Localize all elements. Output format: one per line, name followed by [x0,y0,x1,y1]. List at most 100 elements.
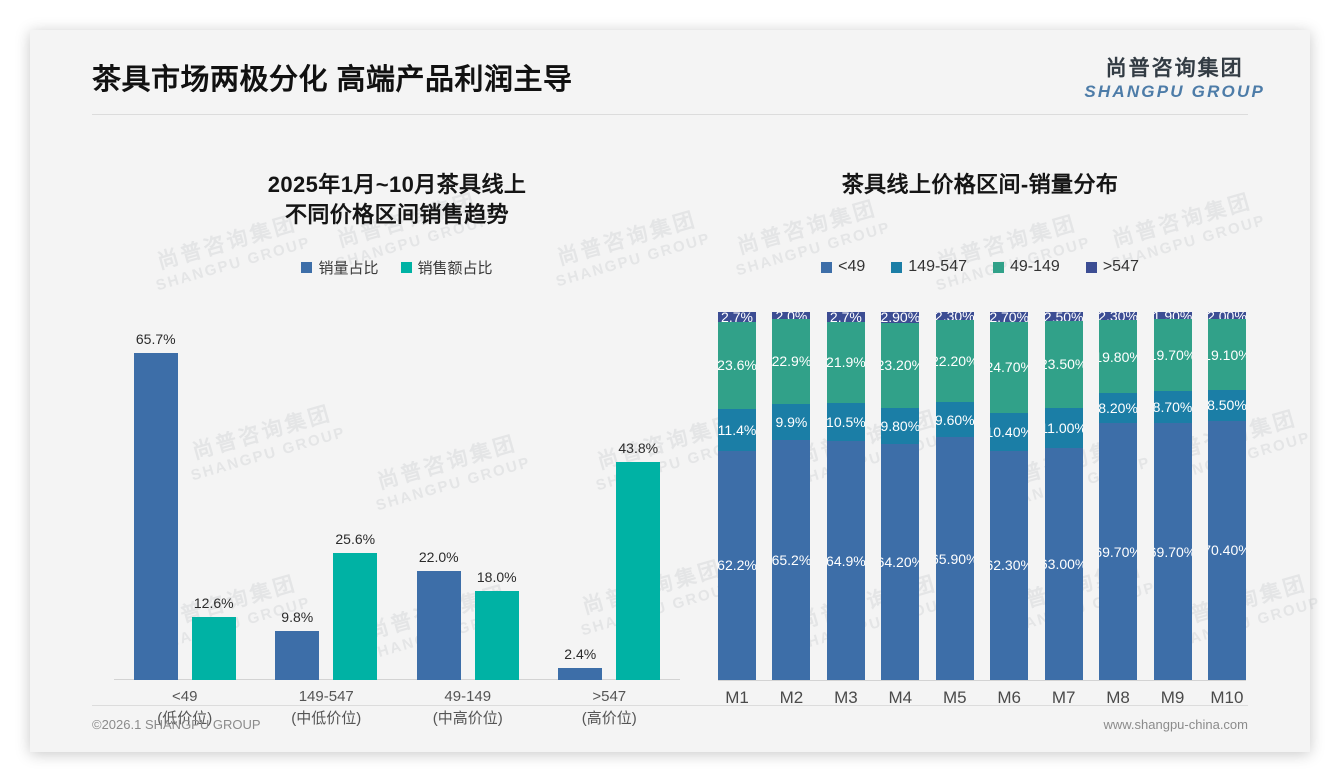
segment-49-149-M4[interactable]: 23.20% [881,322,920,408]
segment-value-label: 65.90% [936,550,974,567]
segment-value-label: 64.20% [881,554,919,570]
stacked-bar-M1[interactable]: 2.7% 23.6% 11.4% 62.2% [718,312,756,680]
segment-49-149-M8[interactable]: 19.80% [1099,320,1138,394]
segment->547-M6[interactable]: 2.70% [990,312,1029,325]
segment->547-M3[interactable]: 2.7% [826,312,865,325]
x-tick-tier: (高价位) [581,709,637,727]
header-divider [92,114,1248,115]
x-tick-M9: M9 [1160,688,1185,707]
segment-<49-M9[interactable]: 69.70% [1153,423,1192,680]
segment-<49-M2[interactable]: 65.2% [772,440,811,680]
segment->547-M7[interactable]: 2.50% [1044,312,1083,325]
stacked-bar-M8[interactable]: 2.30% 19.80% 8.20% 69.70% [1099,312,1138,680]
segment-<49-M10[interactable]: 70.40% [1207,420,1246,680]
segment-value-label: 9.9% [775,413,808,430]
right-chart-x-axis [718,680,1246,681]
segment-<49-M1[interactable]: 62.2% [718,450,756,680]
segment-149-547-M1[interactable]: 11.4% [718,408,756,451]
segment-49-149-M5[interactable]: 22.20% [935,320,974,403]
segment-value-label: 2.90% [881,312,920,326]
bar-销售额占比-<49[interactable] [191,617,236,680]
right-chart-plot-area: 2.7% 23.6% 11.4% 62.2% 2.0% 22.9% 9.9% 65.2% 2.7… [718,312,1246,680]
segment-49-149-M3[interactable]: 21.9% [826,321,865,403]
x-tick-range: <49 [172,688,198,705]
x-tick-tier: (中高价位) [432,709,503,727]
segment-149-547-M9[interactable]: 8.70% [1153,391,1192,424]
segment-<49-M5[interactable]: 65.90% [935,437,974,680]
stacked-bar-M7[interactable]: 2.50% 23.50% 11.00% 63.00% [1044,312,1083,680]
segment-value-label: 9.60% [935,411,974,428]
segment-<49-M4[interactable]: 64.20% [881,444,920,680]
segment-149-547-M8[interactable]: 8.20% [1099,393,1138,424]
stacked-bar-M3[interactable]: 2.7% 21.9% 10.5% 64.9% [826,312,865,680]
right-chart-legend: <49 149-547 49-149 >547 [710,258,1250,276]
left-chart-title-line1: 2025年1月~10月茶具线上 [267,172,527,197]
segment-value-label: 11.4% [718,421,756,438]
segment-49-149-M9[interactable]: 19.70% [1153,318,1192,392]
bar-销售额占比-49-149[interactable] [474,591,519,680]
bar-销量占比-149-547[interactable] [275,631,320,680]
stacked-bar-M2[interactable]: 2.0% 22.9% 9.9% 65.2% [772,312,811,680]
x-tick-range: >547 [592,688,627,705]
segment->547-M8[interactable]: 2.30% [1099,312,1138,324]
stacked-bar-M4[interactable]: 2.90% 23.20% 9.80% 64.20% [881,312,920,680]
segment-value-label: 19.80% [1099,348,1137,365]
stacked-bar-M9[interactable]: 1.90% 19.70% 8.70% 69.70% [1153,312,1192,680]
segment-value-label: 69.70% [1099,543,1137,560]
segment-149-547-M5[interactable]: 9.60% [935,402,974,438]
x-tick-49-149: 49-149 (中高价位) [397,686,539,730]
segment-<49-M3[interactable]: 64.9% [826,441,865,680]
bar-销售额占比-149-547[interactable] [333,553,378,680]
bar-销量占比-<49[interactable] [133,353,178,680]
page-title: 茶具市场两极分化 高端产品利润主导 [92,64,573,96]
stacked-bar-M10[interactable]: 2.00% 19.10% 8.50% 70.40% [1207,312,1246,680]
segment-149-547-M7[interactable]: 11.00% [1044,407,1083,449]
legend-item-49-149[interactable]: 49-149 [992,258,1060,276]
segment-149-547-M6[interactable]: 10.40% [990,412,1029,451]
legend-item-149-547[interactable]: 149-547 [891,258,967,276]
segment-<49-M8[interactable]: 69.70% [1099,423,1138,680]
segment-149-547-M3[interactable]: 10.5% [826,402,865,442]
left-chart-plot-area: 65.7% 12.6% 9.8% 25.6% 22.0% 18.0% 2.4% 43.8% [114,331,680,680]
segment-value-label: 23.20% [881,357,919,374]
stacked-bar-M6[interactable]: 2.70% 24.70% 10.40% 62.30% [990,312,1029,680]
stacked-bar-M5[interactable]: 2.30% 22.20% 9.60% 65.90% [935,312,974,680]
legend-swatch-icon [301,261,313,273]
segment-<49-M6[interactable]: 62.30% [990,450,1029,680]
legend-item-gt547[interactable]: >547 [1085,258,1139,276]
segment->547-M5[interactable]: 2.30% [935,312,974,324]
segment-149-547-M2[interactable]: 9.9% [772,403,811,441]
segment-149-547-M4[interactable]: 9.80% [881,407,920,444]
segment->547-M10[interactable]: 2.00% [1207,312,1246,324]
legend-item-sales-amount[interactable]: 销售额占比 [400,257,493,278]
segment-value-label: 10.40% [990,423,1028,440]
segment->547-M2[interactable]: 2.0% [772,312,811,324]
left-chart-title-line2: 不同价格区间销售趋势 [284,202,509,228]
bar-column: 12.6% [191,332,236,680]
legend-label: 149-547 [908,258,967,276]
segment->547-M9[interactable]: 1.90% [1153,312,1192,324]
legend-swatch-icon [821,261,833,273]
segment->547-M4[interactable]: 2.90% [881,312,920,326]
segment-value-label: 2.0% [775,312,808,324]
segment-value-label: 62.2% [718,557,756,574]
segment-49-149-M7[interactable]: 23.50% [1044,321,1083,408]
segment-<49-M7[interactable]: 63.00% [1044,448,1083,680]
legend-item-lt49[interactable]: <49 [821,258,865,276]
x-tick-tier: (中低价位) [291,709,362,727]
segment-49-149-M6[interactable]: 24.70% [990,321,1029,413]
bar-销量占比->547[interactable] [558,668,603,680]
segment-49-149-M10[interactable]: 19.10% [1207,319,1246,390]
legend-swatch-icon [992,261,1004,273]
segment-49-149-M2[interactable]: 22.9% [772,319,811,404]
bar-销量占比-49-149[interactable] [416,571,461,680]
bar-销售额占比->547[interactable] [616,462,661,680]
left-chart-panel: 2025年1月~10月茶具线上 不同价格区间销售趋势 销量占比 销售额占比 65.… [92,140,702,727]
segment->547-M1[interactable]: 2.7% [718,312,756,325]
legend-item-sales-volume[interactable]: 销量占比 [301,257,379,278]
segment-149-547-M10[interactable]: 8.50% [1207,389,1246,421]
left-chart-legend: 销量占比 销售额占比 [92,257,702,278]
x-tick-range: 49-149 [444,688,492,705]
bar-value-label: 22.0% [418,549,459,565]
segment-49-149-M1[interactable]: 23.6% [718,321,756,409]
